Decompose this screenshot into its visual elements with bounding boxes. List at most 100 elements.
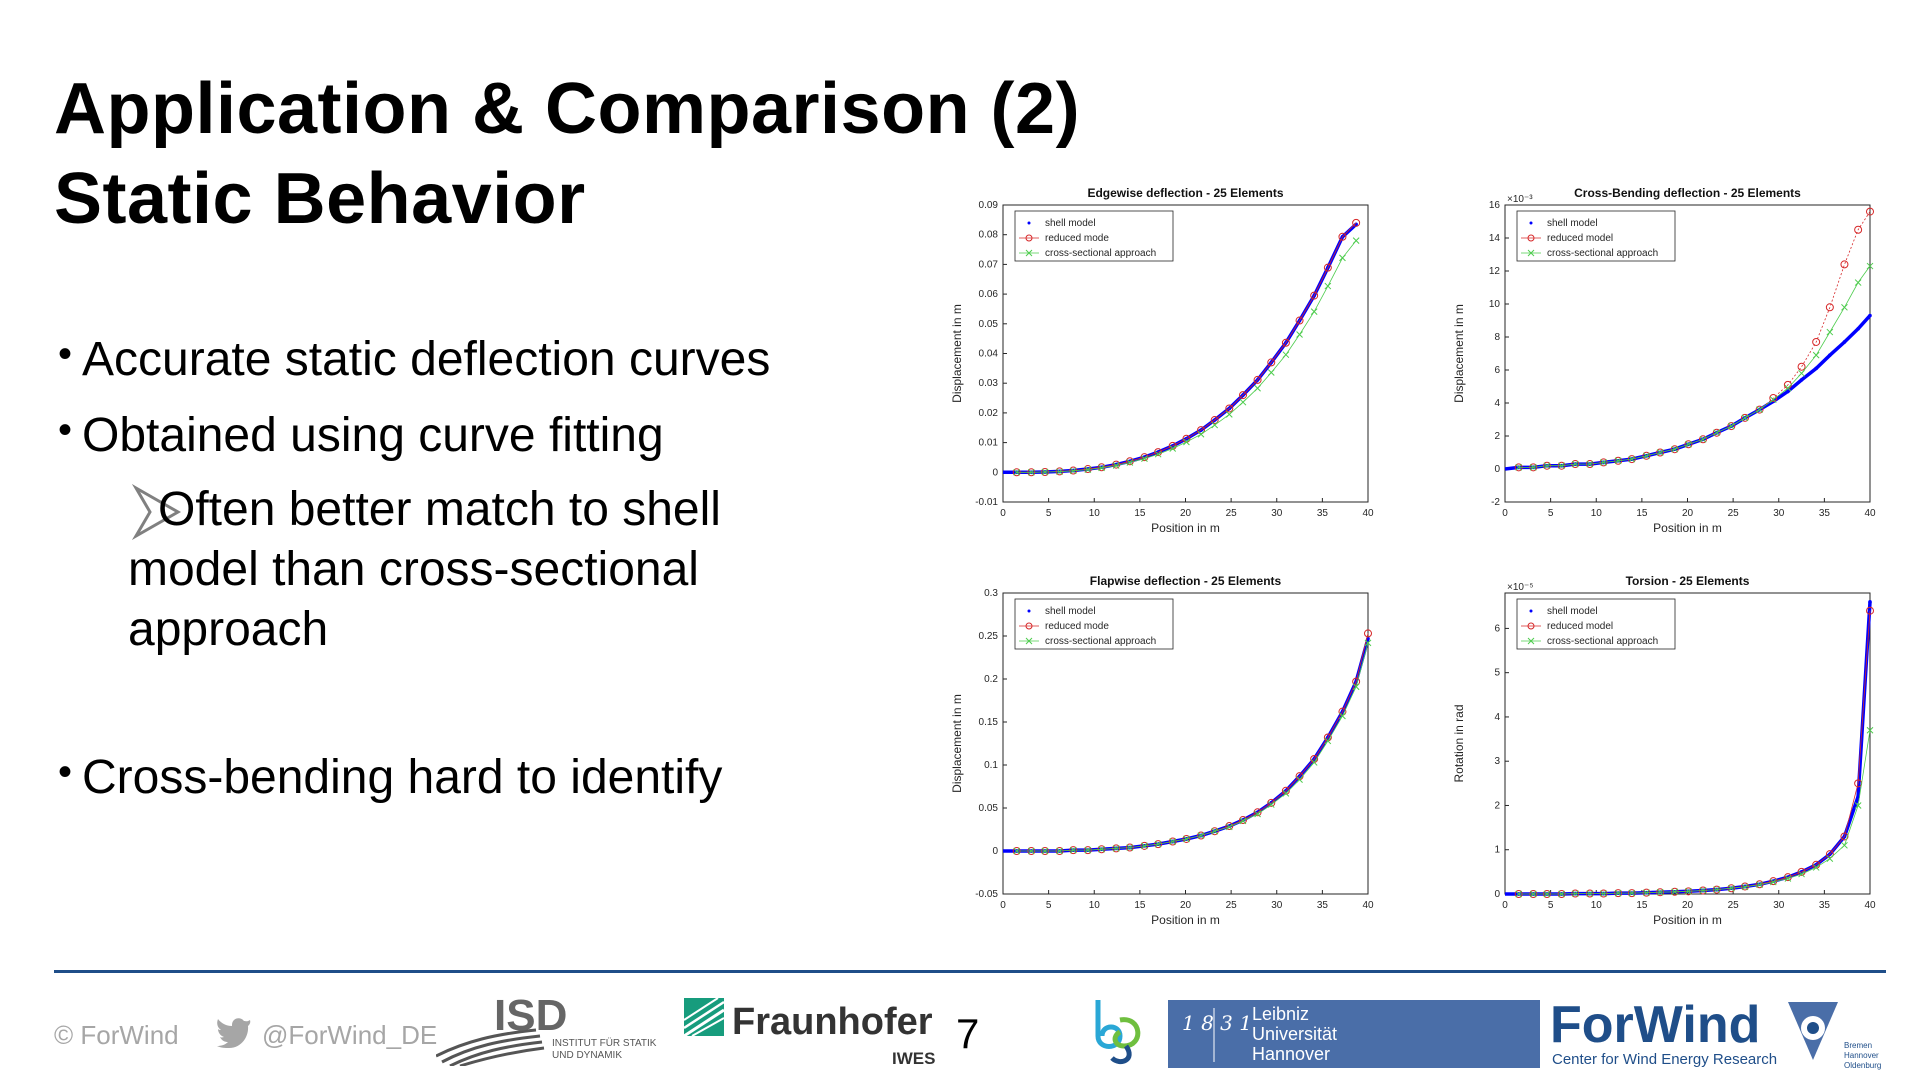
chart-title: Edgewise deflection - 25 Elements xyxy=(1087,186,1283,200)
x-axis-label: Position in m xyxy=(1151,521,1220,535)
isd-subtitle-1: INSTITUT FÜR STATIK xyxy=(552,1037,657,1049)
fraunhofer-logo: Fraunhofer IWES xyxy=(684,997,935,1068)
series-cross-marker xyxy=(1282,351,1290,359)
series-cross-marker xyxy=(1643,452,1650,460)
series-cross-marker xyxy=(1614,889,1622,897)
series-cross-marker xyxy=(1041,468,1049,476)
series-reduced-marker xyxy=(1253,375,1262,384)
series-cross-marker xyxy=(1126,459,1134,466)
series-reduced-marker xyxy=(1670,445,1679,454)
x-tick-label: 35 xyxy=(1317,900,1329,911)
y-tick-label: 1 xyxy=(1494,845,1500,856)
x-tick-label: 15 xyxy=(1134,508,1146,519)
series-reduced-marker xyxy=(1812,337,1821,346)
series-reduced-marker xyxy=(1684,440,1693,449)
forwind-logo: ForWind Center for Wind Energy Research … xyxy=(1550,996,1881,1070)
twitter-handle[interactable]: @ForWind_DE xyxy=(262,1020,438,1050)
series-reduced-marker xyxy=(1755,405,1764,414)
y-tick-label: 0 xyxy=(1494,464,1500,475)
legend-shell-marker xyxy=(1529,609,1533,613)
series-reduced-marker xyxy=(1840,832,1849,841)
series-cross-marker xyxy=(1013,468,1021,476)
series-cross-marker xyxy=(1296,776,1303,783)
series-cross-marker xyxy=(1826,855,1834,862)
series-cross-marker xyxy=(1586,890,1594,897)
series-reduced-marker xyxy=(1627,455,1636,464)
series-cross-marker xyxy=(1154,840,1162,848)
chart-legend-box xyxy=(1014,598,1174,650)
y-tick-label: 0.01 xyxy=(979,438,999,449)
legend-cross-marker xyxy=(1025,249,1033,257)
series-cross-marker xyxy=(1515,463,1523,471)
series-reduced-marker xyxy=(1267,798,1276,807)
x-tick-label: 20 xyxy=(1180,900,1192,911)
x-tick-label: 20 xyxy=(1180,508,1192,519)
series-cross-marker xyxy=(1098,845,1105,853)
bullet-text: Obtained using curve fitting xyxy=(82,409,664,462)
y-tick-label: 0.25 xyxy=(979,631,999,642)
x-tick-label: 10 xyxy=(1591,508,1603,519)
series-cross-marker xyxy=(1112,462,1120,469)
x-tick-label: 40 xyxy=(1864,508,1876,519)
x-tick-label: 5 xyxy=(1046,900,1052,911)
series-cross-marker xyxy=(1600,459,1607,466)
series-reduced-marker xyxy=(1253,808,1262,817)
bullet-dot-icon: • xyxy=(58,750,73,794)
bullet-text: Accurate static deflection curves xyxy=(82,333,771,386)
series-cross-marker xyxy=(1254,810,1261,818)
x-tick-label: 35 xyxy=(1819,508,1831,519)
y-tick-label: 2 xyxy=(1494,800,1500,811)
series-cross-marker xyxy=(1713,886,1721,893)
series-cross-marker xyxy=(1671,445,1679,453)
y-tick-label: 0 xyxy=(1494,889,1500,900)
series-cross-marker xyxy=(1628,455,1636,463)
series-reduced-marker xyxy=(1769,394,1778,403)
series-cross-marker xyxy=(1571,890,1579,897)
series-cross-marker xyxy=(1685,440,1692,448)
series-cross-marker xyxy=(1841,841,1848,849)
legend-reduced-marker xyxy=(1527,622,1535,630)
x-tick-label: 40 xyxy=(1362,900,1374,911)
chart-title: Torsion - 25 Elements xyxy=(1626,574,1750,588)
series-cross-line xyxy=(1518,730,1871,895)
series-reduced-marker xyxy=(1238,391,1247,400)
x-tick-label: 5 xyxy=(1548,900,1554,911)
legend-reduced-marker xyxy=(1025,622,1033,630)
luh-name-line-2: Universität xyxy=(1252,1024,1338,1044)
bullet-text: Cross-bending hard to identify xyxy=(82,751,723,804)
series-cross-marker xyxy=(1211,421,1219,429)
forwind-turbine-icon xyxy=(1788,1002,1838,1060)
series-cross-marker xyxy=(1699,887,1707,894)
series-reduced-marker xyxy=(1225,404,1234,413)
series-shell-point xyxy=(1856,326,1860,331)
page-number: 7 xyxy=(956,1010,980,1057)
x-tick-label: 25 xyxy=(1226,508,1238,519)
series-shell-point xyxy=(1799,378,1804,382)
sub-bullet-line-2: model than cross-sectional xyxy=(128,543,699,596)
isd-logo: ISD INSTITUT FÜR STATIK UND DYNAMIK xyxy=(436,996,657,1066)
series-cross-marker xyxy=(1812,351,1820,359)
series-reduced-marker xyxy=(1210,827,1219,836)
y-tick-label: 0.09 xyxy=(979,200,999,211)
chart-legend-box xyxy=(1516,210,1676,262)
x-tick-label: 5 xyxy=(1548,508,1554,519)
series-reduced-marker xyxy=(1825,850,1834,859)
x-tick-label: 40 xyxy=(1362,508,1374,519)
x-axis-label: Position in m xyxy=(1653,913,1722,927)
series-cross-marker xyxy=(1784,384,1792,392)
series-cross-marker xyxy=(1141,842,1148,850)
y-tick-label: 16 xyxy=(1489,200,1501,211)
plot-cross-bending: Cross-Bending deflection - 25 Elements 0 5… xyxy=(1440,178,1920,566)
luh-name-line-3: Hannover xyxy=(1252,1044,1331,1064)
x-axis-label: Position in m xyxy=(1151,913,1220,927)
y-tick-label: -2 xyxy=(1491,497,1500,508)
y-axis-label: Displacement in m xyxy=(950,694,964,793)
x-tick-label: 5 xyxy=(1046,508,1052,519)
series-cross-marker xyxy=(1211,827,1219,835)
series-cross-marker xyxy=(1826,328,1834,336)
x-tick-label: 35 xyxy=(1819,900,1831,911)
series-reduced-marker xyxy=(1295,316,1304,325)
sub-bullet-line-1: Often better match to shell xyxy=(158,483,721,536)
y-axis-label: Displacement in m xyxy=(950,304,964,403)
bullet-dot-icon: • xyxy=(58,332,73,376)
